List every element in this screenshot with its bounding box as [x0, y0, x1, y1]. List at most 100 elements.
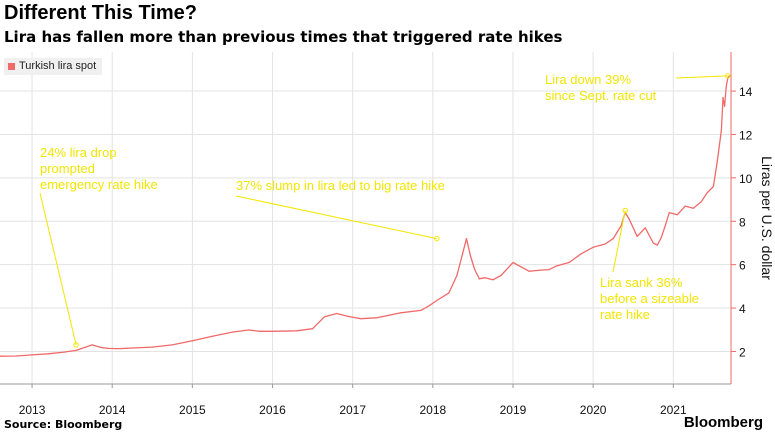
- chart-title: Different This Time?: [4, 2, 197, 24]
- annotation-text: since Sept. rate cut: [545, 88, 657, 103]
- data-point: [312, 328, 314, 330]
- data-point: [211, 335, 213, 337]
- data-point: [107, 347, 109, 349]
- data-point: [664, 225, 666, 227]
- data-point: [473, 268, 476, 270]
- data-point: [668, 212, 670, 214]
- y-tick-label: 14: [739, 85, 753, 99]
- data-point: [131, 347, 133, 349]
- data-point: [360, 318, 362, 320]
- brand-logo: Bloomberg: [683, 414, 763, 431]
- data-point: [484, 277, 486, 279]
- data-point: [722, 97, 724, 99]
- annotation-marker: [622, 207, 628, 214]
- data-point: [712, 185, 715, 188]
- annotation-text: emergency rate hike: [40, 177, 158, 192]
- legend-swatch: [8, 62, 15, 70]
- data-point: [684, 205, 686, 207]
- data-point: [171, 344, 173, 346]
- data-point: [231, 331, 233, 333]
- annotation-marker: [73, 342, 79, 348]
- annotation-marker: [725, 73, 731, 79]
- y-tick-label: 10: [739, 172, 753, 186]
- data-point: [628, 218, 630, 220]
- x-tick-label: 2021: [660, 403, 687, 417]
- data-point: [271, 330, 274, 332]
- data-point: [400, 312, 402, 314]
- data-point: [478, 278, 480, 280]
- data-point: [0, 355, 1, 357]
- grid: [0, 52, 731, 384]
- annotation-text: 37% slump in lira led to big rate hike: [236, 178, 445, 193]
- data-point: [592, 246, 594, 248]
- data-point: [700, 201, 702, 203]
- data-point: [469, 255, 472, 257]
- data-point: [725, 86, 727, 88]
- data-point: [568, 261, 570, 264]
- annotation-leader: [235, 195, 437, 240]
- chart-subtitle: Lira has fallen more than previous times…: [4, 28, 563, 46]
- data-point: [660, 236, 662, 239]
- data-point: [636, 235, 638, 237]
- data-point: [348, 315, 350, 318]
- data-point: [75, 349, 77, 351]
- data-point: [428, 305, 430, 307]
- data-point: [676, 214, 678, 216]
- x-tick-label: 2016: [259, 403, 286, 417]
- data-point: [151, 346, 153, 348]
- data-point: [528, 270, 530, 272]
- y-tick-label: 2: [739, 345, 746, 359]
- data-point: [191, 340, 193, 342]
- data-point: [548, 269, 550, 271]
- y-tick-label: 4: [739, 302, 746, 316]
- annotation-text: Lira down 39%: [545, 72, 631, 87]
- data-point: [99, 346, 101, 348]
- annotation-marker: [434, 235, 440, 242]
- data-point: [644, 227, 646, 229]
- data-point: [456, 274, 458, 277]
- data-point: [91, 344, 93, 346]
- annotation-text: 24% lira drop: [40, 145, 117, 160]
- data-point: [119, 348, 121, 350]
- annotation-text: before a sizeable: [600, 291, 699, 306]
- x-tick-label: 2019: [500, 403, 527, 417]
- data-point: [47, 353, 49, 355]
- y-axis-label: Liras per U.S. dollar: [759, 156, 775, 280]
- y-tick-label: 12: [739, 128, 753, 142]
- x-tick-label: 2017: [339, 403, 366, 417]
- source-note: Source: Bloomberg: [4, 418, 123, 431]
- data-point: [376, 317, 378, 319]
- legend-label: Turkish lira spot: [19, 60, 97, 72]
- x-tick-label: 2014: [99, 403, 126, 417]
- legend: Turkish lira spot: [4, 58, 103, 75]
- data-point: [448, 292, 450, 294]
- x-tick-label: 2015: [179, 403, 206, 417]
- annotation-leader: [612, 210, 626, 273]
- data-point: [604, 243, 606, 245]
- y-tick-label: 8: [739, 215, 746, 229]
- data-point: [336, 312, 338, 315]
- data-point: [15, 355, 17, 357]
- annotation-text: rate hike: [600, 307, 650, 322]
- x-tick-label: 2020: [580, 403, 607, 417]
- data-point: [512, 261, 514, 264]
- data-point: [720, 129, 723, 131]
- plot-area: [0, 75, 731, 357]
- data-point: [420, 309, 422, 311]
- data-point: [580, 253, 582, 255]
- data-point: [692, 207, 694, 209]
- data-point: [492, 279, 494, 281]
- data-point: [465, 238, 468, 240]
- data-point: [500, 274, 502, 277]
- data-point: [540, 269, 542, 271]
- data-point: [63, 351, 65, 353]
- data-point: [296, 330, 298, 332]
- data-point: [247, 329, 250, 331]
- data-point: [556, 265, 558, 267]
- data-point: [716, 159, 719, 162]
- data-point: [706, 192, 708, 194]
- data-point: [652, 242, 654, 244]
- annotation-text: Lira sank 36%: [600, 275, 683, 290]
